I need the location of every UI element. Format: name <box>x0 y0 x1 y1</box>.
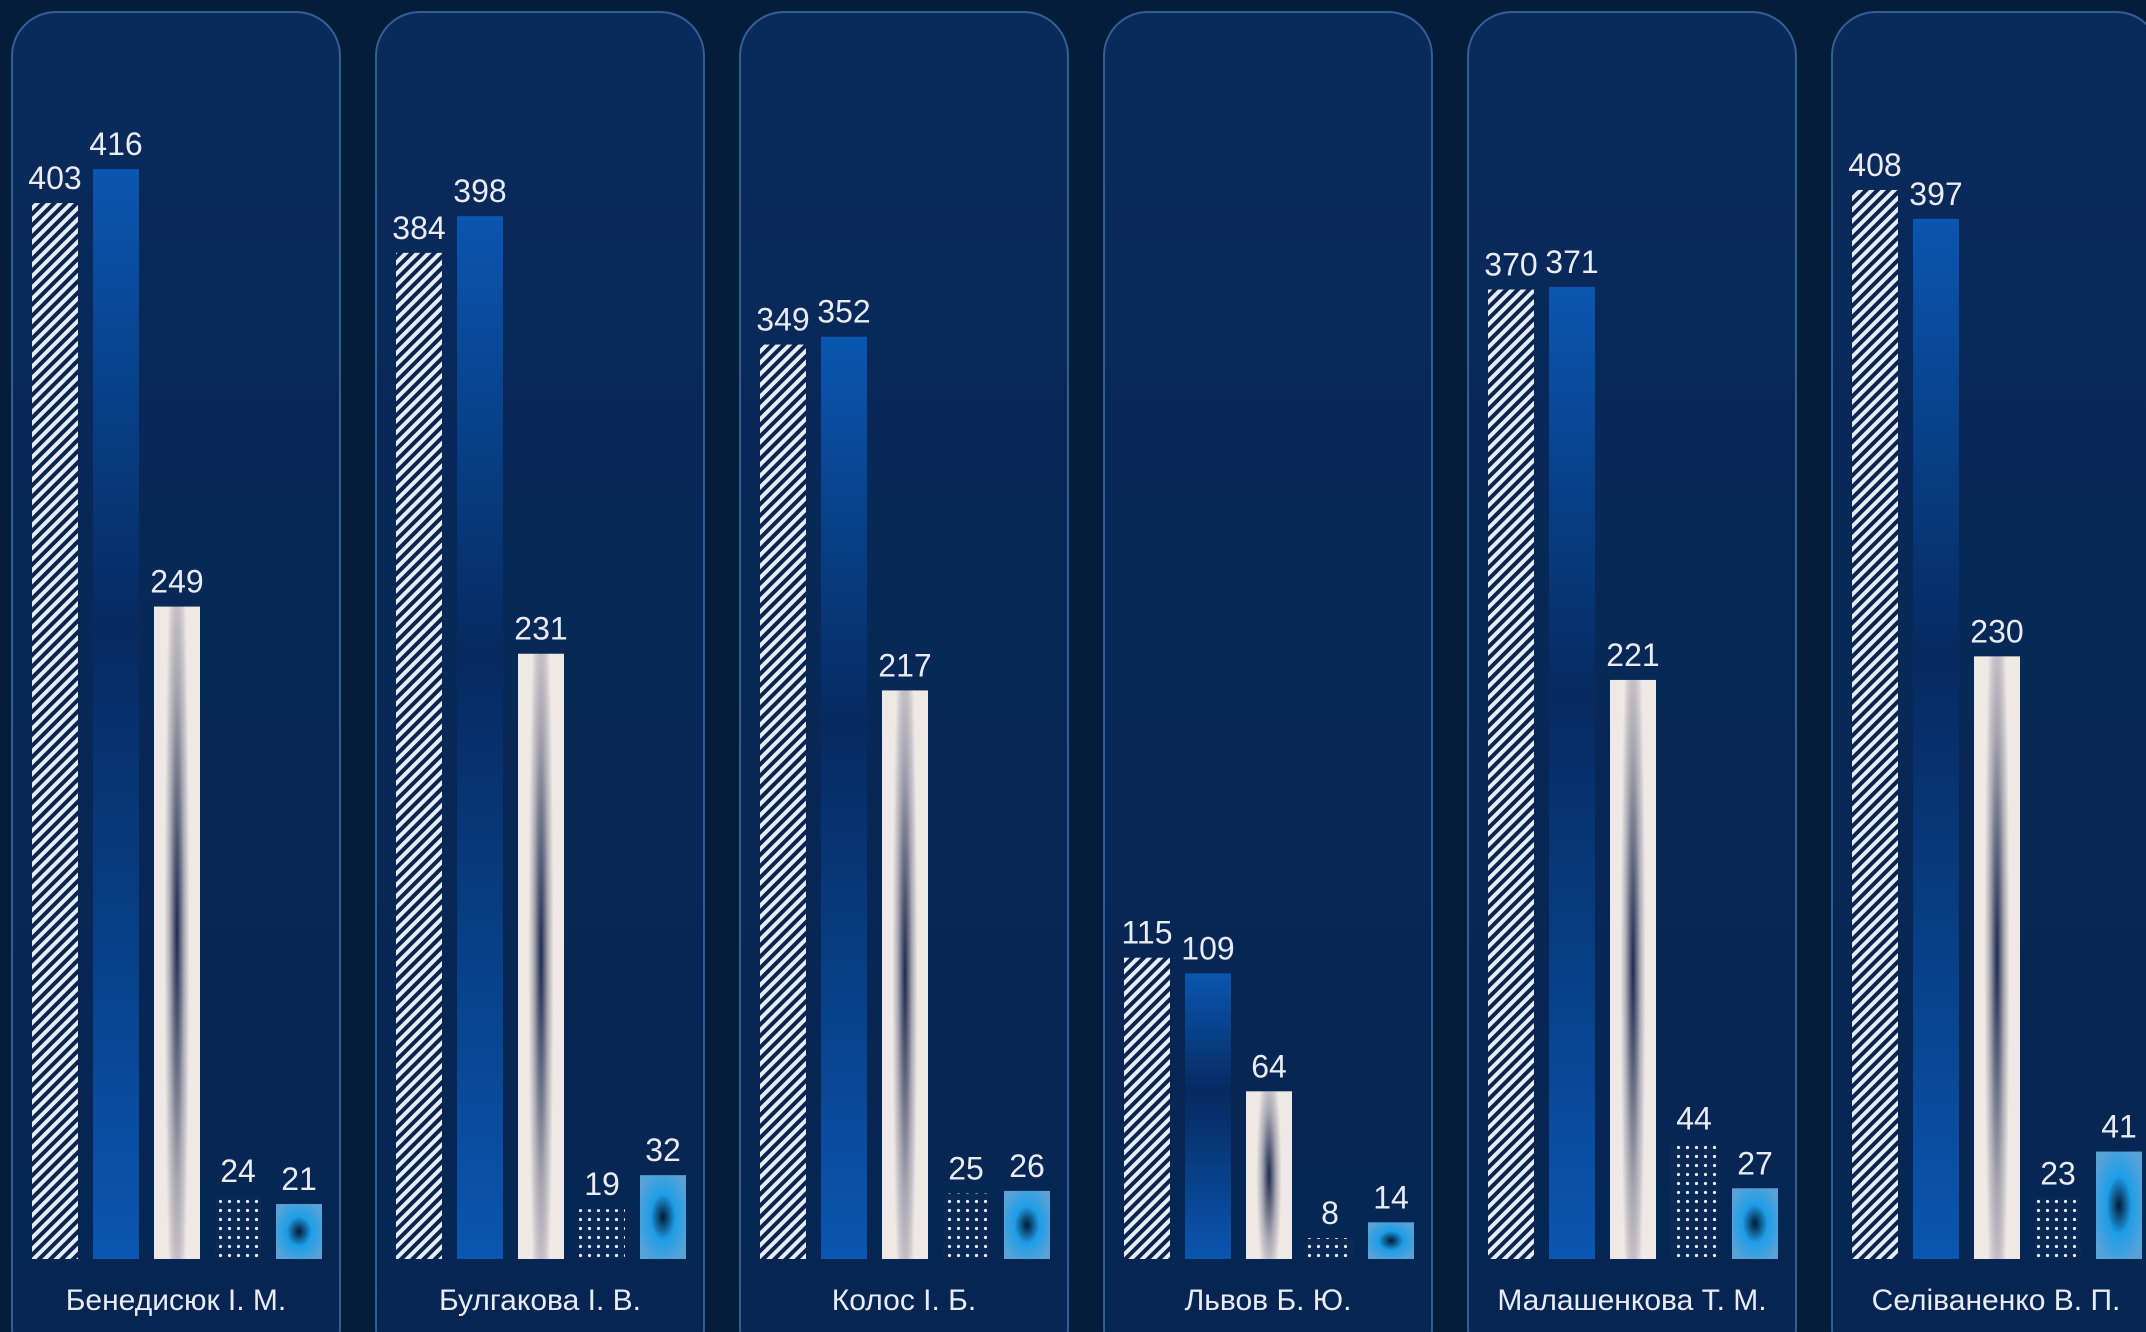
bar <box>943 1193 989 1259</box>
bar <box>154 606 200 1259</box>
bar <box>579 1209 625 1259</box>
bar <box>457 216 503 1260</box>
bar <box>640 1175 686 1259</box>
bar <box>93 169 139 1259</box>
data-label: 109 <box>1181 930 1234 966</box>
data-label: 230 <box>1970 613 2023 649</box>
bar <box>1124 957 1170 1259</box>
bar <box>1974 656 2020 1259</box>
data-label: 397 <box>1909 176 1962 212</box>
data-label: 41 <box>2101 1109 2137 1145</box>
data-label: 64 <box>1251 1048 1287 1084</box>
bar <box>396 252 442 1259</box>
category-label: Львов Б. Ю. <box>1185 1284 1352 1317</box>
data-label: 19 <box>584 1166 620 1202</box>
bar <box>1246 1091 1292 1259</box>
bar <box>1671 1143 1717 1259</box>
data-label: 32 <box>645 1132 681 1168</box>
category-label: Селіваненко В. П. <box>1872 1284 2121 1317</box>
data-label: 25 <box>948 1150 984 1186</box>
bar <box>1307 1238 1353 1259</box>
bar <box>760 344 806 1260</box>
bar <box>882 690 928 1259</box>
data-label: 21 <box>281 1161 317 1197</box>
chart-panel: 349 352 217 25 26 Колос І. Б. <box>739 11 1069 1332</box>
data-label: 371 <box>1545 244 1598 280</box>
bar <box>1549 286 1595 1259</box>
category-label: Малашенкова Т. М. <box>1497 1284 1766 1317</box>
bar <box>1732 1188 1778 1259</box>
bar <box>821 336 867 1259</box>
category-label: Бенедисюк І. М. <box>66 1284 287 1317</box>
chart-panel: 115 109 64 8 14 Львов Б. Ю. <box>1103 11 1433 1332</box>
data-label: 27 <box>1737 1145 1773 1181</box>
data-label: 26 <box>1009 1148 1045 1184</box>
data-label: 384 <box>392 210 445 246</box>
bar <box>32 203 78 1259</box>
data-label: 398 <box>453 173 506 209</box>
data-label: 370 <box>1484 247 1537 283</box>
bar <box>215 1196 261 1259</box>
data-label: 8 <box>1321 1195 1339 1231</box>
data-label: 349 <box>756 302 809 338</box>
data-label: 408 <box>1848 147 1901 183</box>
bar <box>1610 679 1656 1259</box>
data-label: 44 <box>1676 1101 1712 1137</box>
data-label: 14 <box>1373 1179 1409 1215</box>
data-label: 24 <box>220 1153 256 1189</box>
bar <box>2035 1198 2081 1259</box>
bar <box>2096 1151 2142 1259</box>
bar <box>518 653 564 1259</box>
data-label: 403 <box>28 160 81 196</box>
data-label: 249 <box>150 564 203 600</box>
data-label: 217 <box>878 647 931 683</box>
bar <box>1488 289 1534 1260</box>
data-label: 221 <box>1606 637 1659 673</box>
data-label: 416 <box>89 126 142 162</box>
bar <box>1368 1222 1414 1259</box>
category-label: Колос І. Б. <box>832 1284 976 1317</box>
data-label: 115 <box>1121 915 1172 951</box>
bar <box>1852 189 1898 1259</box>
data-label: 352 <box>817 294 870 330</box>
data-label: 231 <box>514 611 567 647</box>
bar <box>1913 218 1959 1259</box>
category-label: Булгакова І. В. <box>439 1284 641 1317</box>
chart-panel: 370 371 221 44 27 Малашенкова Т. М. <box>1467 11 1797 1332</box>
data-label: 23 <box>2040 1156 2076 1192</box>
bar <box>1185 973 1231 1259</box>
bar <box>1004 1190 1050 1259</box>
bar <box>276 1203 322 1259</box>
